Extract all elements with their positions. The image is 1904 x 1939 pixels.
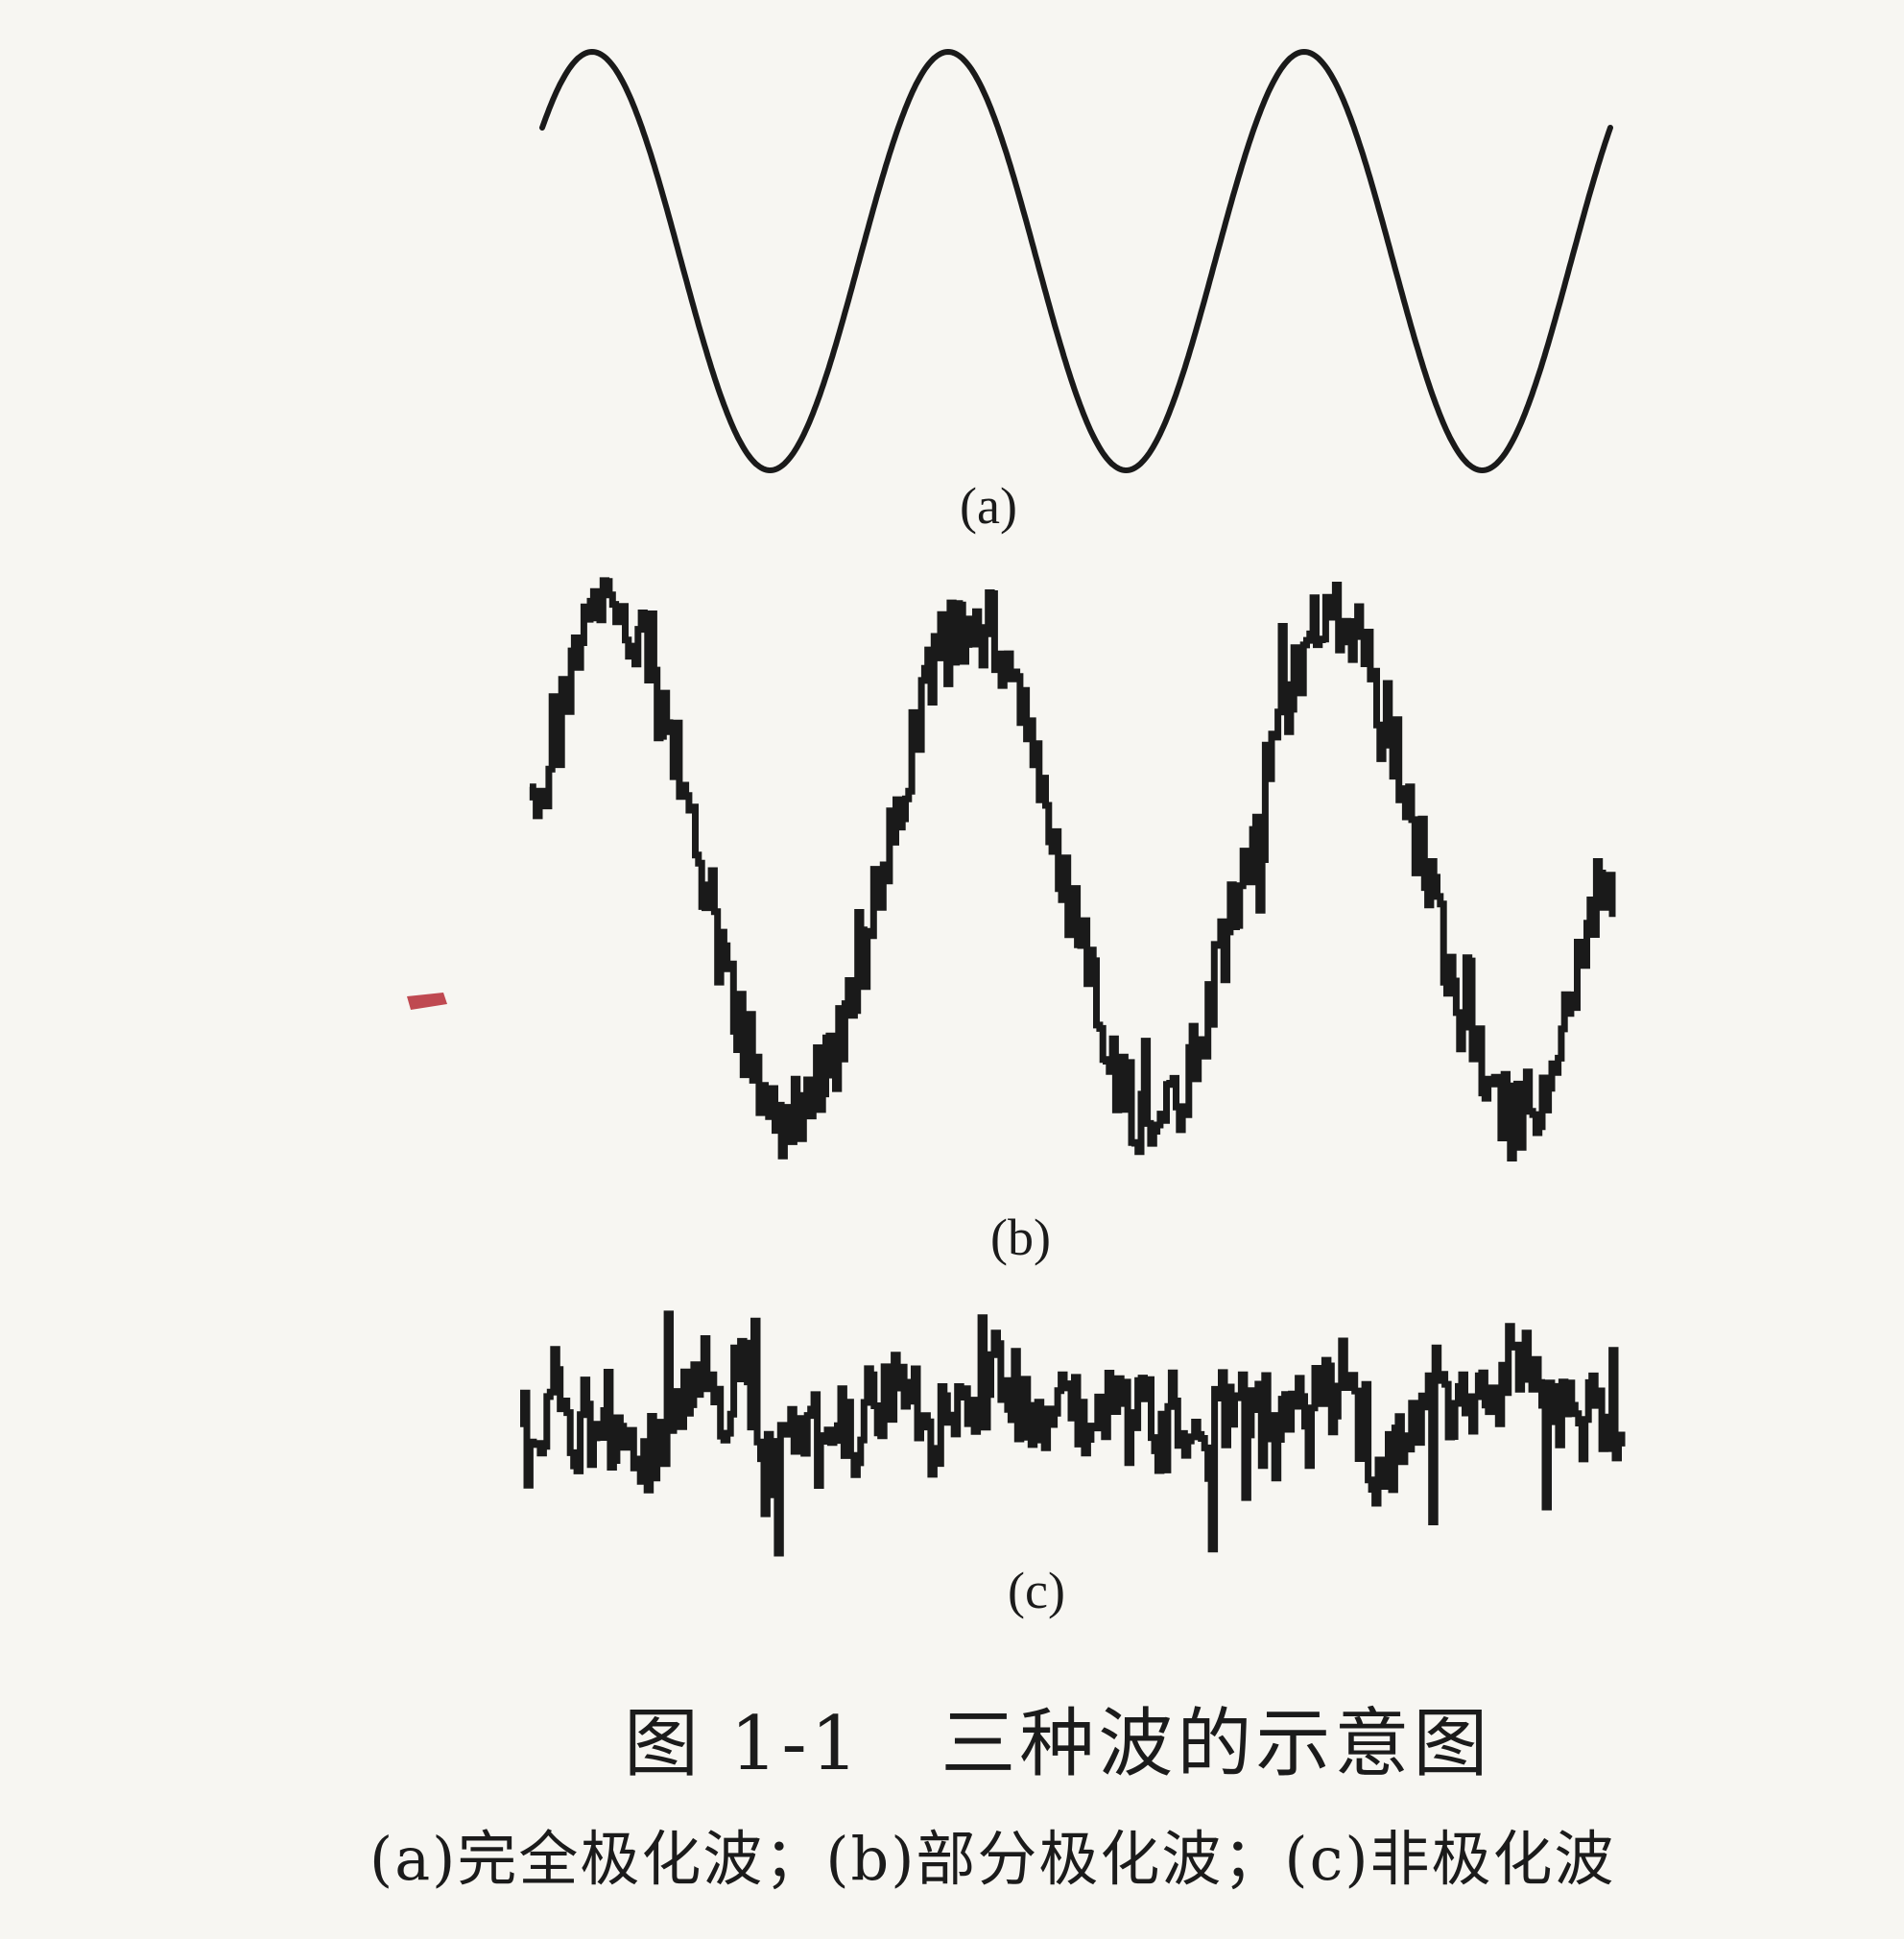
- figure-caption-title: 图 1-1 三种波的示意图: [624, 1701, 1492, 1787]
- panel-label-c: (c): [1008, 1562, 1065, 1619]
- ink-speck: [407, 993, 447, 1010]
- unpolarized-wave: [520, 1310, 1626, 1557]
- partially-polarized-wave: [529, 577, 1616, 1161]
- panel-label-a: (a): [960, 477, 1017, 535]
- panel-label-b: (b): [990, 1209, 1051, 1266]
- figure-caption-subtitle: (a)完全极化波；(b)部分极化波；(c)非极化波: [369, 1824, 1616, 1894]
- completely-polarized-wave: [539, 48, 1613, 474]
